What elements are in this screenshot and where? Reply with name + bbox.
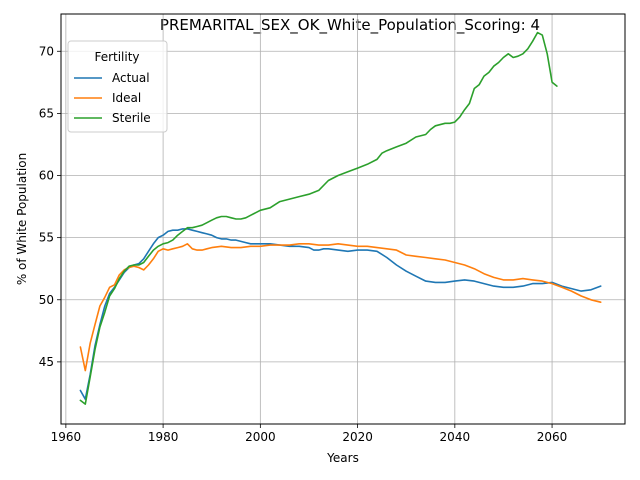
x-tick-label: 2040 [440, 430, 471, 444]
x-tick-label: 2000 [245, 430, 276, 444]
series-line-ideal [79, 243, 602, 372]
y-tick-label: 45 [39, 355, 54, 369]
legend: Fertility Actual Ideal Sterile [67, 40, 168, 133]
legend-label-sterile: Sterile [112, 111, 151, 125]
x-tick-label: 1980 [148, 430, 179, 444]
plot-frame [60, 13, 626, 425]
legend-box [67, 40, 168, 133]
series-line-sterile [79, 31, 558, 405]
x-axis-label: Years [326, 451, 359, 465]
y-tick-label: 70 [39, 44, 54, 58]
x-tick-label: 2020 [342, 430, 373, 444]
x-tick-label: 2060 [537, 430, 568, 444]
y-tick-label: 65 [39, 106, 54, 120]
legend-title: Fertility [94, 50, 139, 64]
legend-label-actual: Actual [112, 71, 150, 85]
y-axis-label: % of White Population [15, 153, 29, 285]
x-tick-label: 1960 [51, 430, 82, 444]
x-axis: 1960 1980 2000 2020 2040 2060 [51, 424, 568, 444]
y-tick-label: 55 [39, 231, 54, 245]
y-axis: 45 50 55 60 65 70 [39, 44, 61, 369]
series-layer [79, 31, 602, 405]
grid-lines [61, 14, 625, 424]
legend-items: Actual Ideal Sterile [74, 71, 151, 125]
series-line-actual [79, 228, 602, 401]
legend-label-ideal: Ideal [112, 91, 141, 105]
y-tick-label: 50 [39, 293, 54, 307]
chart-title: PREMARITAL_SEX_OK_White_Population_Scori… [160, 16, 540, 35]
y-tick-label: 60 [39, 169, 54, 183]
